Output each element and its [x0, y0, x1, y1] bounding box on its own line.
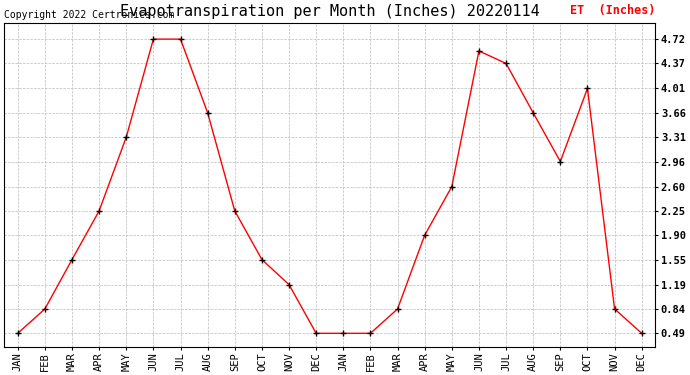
Text: Copyright 2022 Certronics.com: Copyright 2022 Certronics.com: [4, 10, 175, 20]
Text: ET  (Inches): ET (Inches): [570, 4, 656, 16]
Title: Evapotranspiration per Month (Inches) 20220114: Evapotranspiration per Month (Inches) 20…: [120, 4, 540, 19]
